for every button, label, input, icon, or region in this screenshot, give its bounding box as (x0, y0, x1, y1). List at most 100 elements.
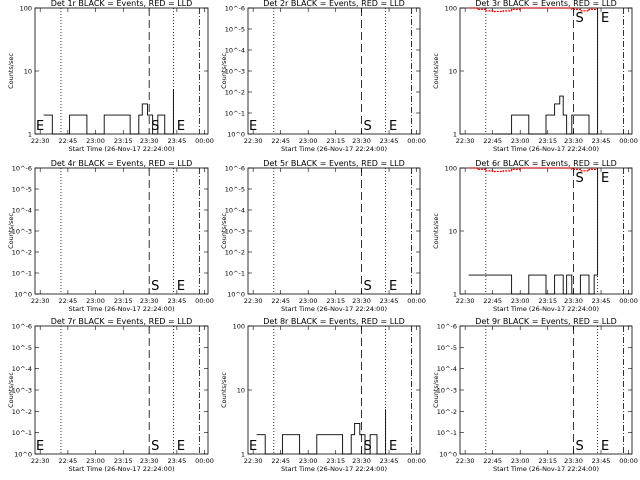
det-4-xtick-label: 23:15 (114, 297, 133, 305)
det-7-ytick-label: 10^-1 (12, 429, 32, 437)
det-6-end-marker: E (601, 171, 609, 186)
det-4-end-marker: E (177, 279, 185, 294)
det-7-ytick-label: 10^-5 (12, 344, 32, 352)
det-9-xtick-label: 00:00 (619, 457, 638, 465)
det-5-end-marker: E (389, 279, 397, 294)
det-5-title: Det 5r BLACK = Events, RED = LLD (263, 159, 405, 168)
det-6-title: Det 6r BLACK = Events, RED = LLD (475, 159, 617, 168)
det-2-xtick-label: 22:45 (271, 137, 290, 145)
det-8-end-marker: E (389, 439, 397, 454)
det-7-title: Det 7r BLACK = Events, RED = LLD (51, 317, 193, 326)
det-8-title: Det 8r BLACK = Events, RED = LLD (263, 317, 405, 326)
det-9-ytick-label: 10^-5 (437, 344, 457, 352)
det-5-xlabel: Start Time (26-Nov-17 22:24:00) (281, 305, 387, 313)
det-1-end-marker: E (177, 119, 185, 134)
det-4-xtick-label: 23:30 (140, 297, 159, 305)
det-3-ytick-label: 100 (445, 5, 457, 13)
det-7-start-marker: S (151, 439, 159, 454)
det-8-ytick-label: 100 (233, 323, 245, 331)
det-9-ytick-label: 10^-2 (437, 408, 457, 416)
det-1-xtick-label: 23:45 (167, 137, 186, 145)
det-7-ytick-label: 10^-6 (12, 323, 32, 331)
det-7-ylabel: Counts/sec (7, 372, 15, 408)
det-5-xtick-label: 00:00 (407, 297, 426, 305)
det-6-xlabel: Start Time (26-Nov-17 22:24:00) (493, 305, 599, 313)
det-6-xtick-label: 00:00 (619, 297, 638, 305)
det-5-xtick-label: 23:30 (352, 297, 371, 305)
det-3-xtick-label: 23:45 (592, 137, 611, 145)
det-3-xlabel: Start Time (26-Nov-17 22:24:00) (493, 145, 599, 153)
det-8-xtick-label: 23:00 (299, 457, 318, 465)
det-3-events-series (494, 8, 599, 135)
det-8-ylabel: Counts/sec (220, 372, 228, 408)
det-7-ytick-label: 10^-2 (12, 408, 32, 416)
det-4-ytick-label: 10^-4 (12, 207, 32, 215)
det-4-ytick-label: 10^-3 (12, 228, 32, 236)
det-7-ytick-label: 10^-3 (12, 387, 32, 395)
det-6-xtick-label: 22:45 (483, 297, 502, 305)
det-5-ylabel: Counts/sec (220, 213, 228, 249)
det-3-xtick-label: 23:30 (564, 137, 583, 145)
det-8-xtick-label: 00:00 (407, 457, 426, 465)
det-3-lld-series (470, 7, 597, 13)
det-4-ytick-label: 10^0 (14, 291, 32, 299)
det-5-ytick-label: 10^-1 (225, 270, 245, 278)
det-1-ytick-label: 10 (24, 68, 32, 76)
det-8-edge-marker: E (249, 439, 257, 454)
det-2-xtick-label: 23:30 (352, 137, 371, 145)
det-5-xtick-label: 22:30 (244, 297, 263, 305)
det-8-start-marker: S (364, 439, 372, 454)
det-4-start-marker: S (151, 279, 159, 294)
det-8-ytick-label: 10 (237, 387, 245, 395)
det-1-events-series (43, 89, 174, 135)
det-4-title: Det 4r BLACK = Events, RED = LLD (51, 159, 193, 168)
det-5-ytick-label: 10^0 (227, 291, 245, 299)
det-2-end-marker: E (389, 119, 397, 134)
det-8-xlabel: Start Time (26-Nov-17 22:24:00) (281, 465, 387, 473)
det-9-ytick-label: 10^-1 (437, 429, 457, 437)
det-1-ytick-label: 100 (20, 5, 32, 13)
det-6-xtick-label: 23:15 (538, 297, 557, 305)
det-2-ytick-label: 10^0 (227, 131, 245, 139)
det-4-ytick-label: 10^-1 (12, 270, 32, 278)
det-4-xtick-label: 23:45 (167, 297, 186, 305)
det-7-xlabel: Start Time (26-Nov-17 22:24:00) (69, 465, 175, 473)
det-3-ytick-label: 10 (449, 68, 457, 76)
det-8-xtick-label: 22:45 (271, 457, 290, 465)
det-2-start-marker: S (364, 119, 372, 134)
det-7-xtick-label: 23:45 (167, 457, 186, 465)
det-3-start-marker: S (576, 11, 584, 26)
det-2-ytick-label: 10^-2 (225, 89, 245, 97)
det-1-xtick-label: 22:45 (59, 137, 78, 145)
det-2-ytick-label: 10^-3 (225, 68, 245, 76)
det-2-xtick-label: 23:45 (380, 137, 399, 145)
det-1-xtick-label: 23:00 (86, 137, 105, 145)
det-4-ylabel: Counts/sec (7, 213, 15, 249)
det-3-ylabel: Counts/sec (432, 53, 440, 89)
det-7-xtick-label: 23:30 (140, 457, 159, 465)
det-7-end-marker: E (177, 439, 185, 454)
det-8-xtick-label: 22:30 (244, 457, 263, 465)
det-5-ytick-label: 10^-5 (225, 186, 245, 194)
det-1-xlabel: Start Time (26-Nov-17 22:24:00) (69, 145, 175, 153)
det-1-start-marker: S (151, 119, 159, 134)
det-5-start-marker: S (364, 279, 372, 294)
det-2-xtick-label: 22:30 (244, 137, 263, 145)
det-4-xlabel: Start Time (26-Nov-17 22:24:00) (69, 305, 175, 313)
det-4-xtick-label: 22:30 (31, 297, 50, 305)
det-8-ytick-label: 1 (241, 451, 245, 459)
det-2-ytick-label: 10^-4 (225, 47, 245, 55)
det-6-start-marker: S (576, 171, 584, 186)
det-9-ytick-label: 10^0 (439, 451, 457, 459)
det-7-ytick-label: 10^0 (14, 451, 32, 459)
det-3-title: Det 3r BLACK = Events, RED = LLD (475, 0, 617, 8)
det-5-xtick-label: 23:45 (380, 297, 399, 305)
det-9-xtick-label: 22:45 (483, 457, 502, 465)
det-7-edge-marker: E (36, 439, 44, 454)
det-6-xtick-label: 23:45 (592, 297, 611, 305)
det-7-ytick-label: 10^-4 (12, 365, 32, 373)
det-3-xtick-label: 22:30 (456, 137, 475, 145)
det-1-edge-marker: E (36, 119, 44, 134)
det-6-xtick-label: 23:30 (564, 297, 583, 305)
det-3-xtick-label: 00:00 (619, 137, 638, 145)
